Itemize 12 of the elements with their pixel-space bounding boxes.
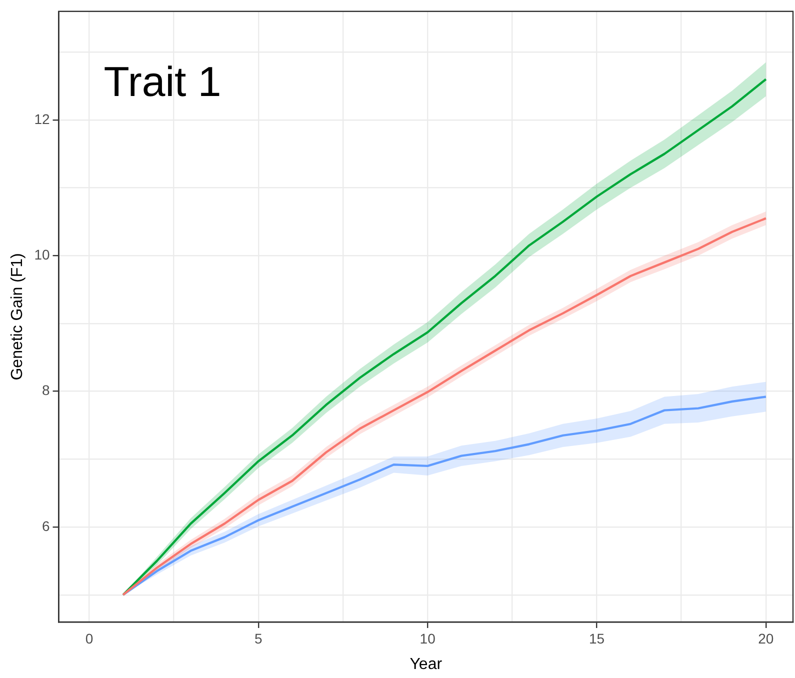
x-tick-label: 10 (420, 630, 436, 646)
x-tick-label: 5 (254, 630, 263, 646)
x-tick-label: 15 (588, 630, 605, 646)
x-tick-label: 20 (758, 630, 774, 646)
y-tick-label: 10 (34, 246, 50, 262)
x-axis-title: Year (410, 656, 443, 673)
y-tick-label: 8 (42, 382, 50, 398)
y-tick-label: 12 (34, 110, 50, 127)
y-tick-label: 6 (42, 518, 50, 534)
annotation: Trait 1 (104, 58, 222, 105)
y-axis-title: Genetic Gain (F1) (9, 253, 26, 380)
x-tick-label: 0 (85, 630, 94, 646)
